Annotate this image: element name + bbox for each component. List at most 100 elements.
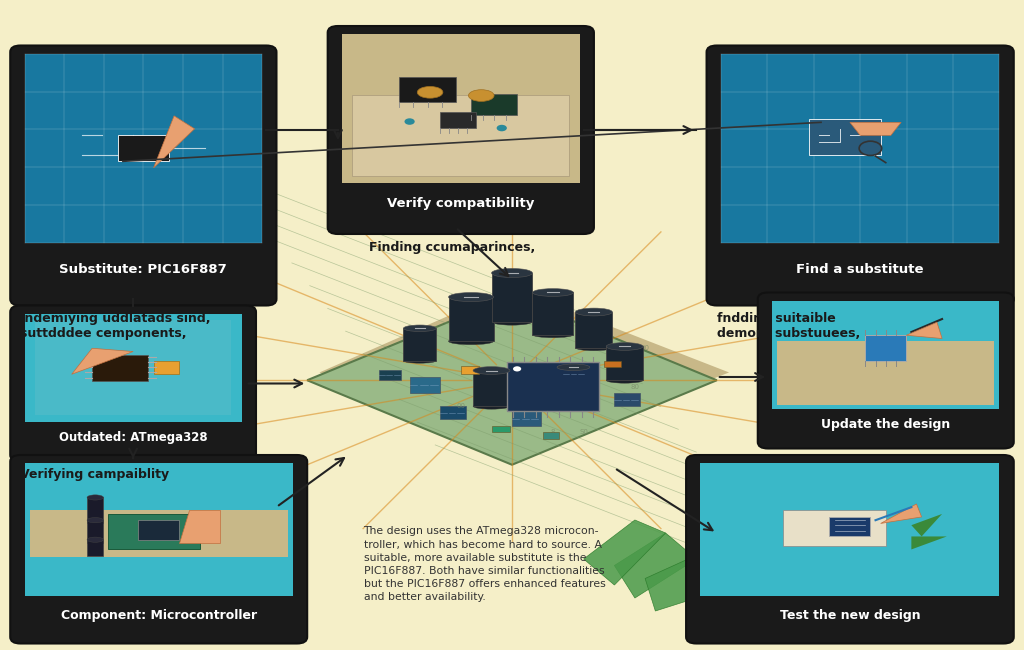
Bar [87, 540, 103, 556]
Bar [25, 463, 293, 597]
Text: Indemiying uddlatads sind,
suttdddee cemponents,: Indemiying uddlatads sind, suttdddee cem… [20, 312, 211, 340]
Bar [399, 77, 456, 102]
Bar [118, 135, 169, 161]
Ellipse shape [557, 397, 590, 402]
Text: Verifying campaiblity: Verifying campaiblity [20, 468, 170, 481]
Polygon shape [307, 296, 717, 465]
Bar [829, 517, 870, 536]
Ellipse shape [418, 86, 443, 98]
Ellipse shape [449, 292, 494, 302]
FancyBboxPatch shape [758, 292, 1014, 448]
Text: 30: 30 [600, 325, 608, 332]
Polygon shape [154, 116, 195, 168]
Polygon shape [179, 510, 220, 543]
Text: 8: 8 [551, 429, 555, 436]
Ellipse shape [492, 318, 532, 325]
Bar [25, 314, 242, 422]
Polygon shape [850, 122, 901, 135]
Bar [492, 273, 532, 322]
Bar [614, 393, 640, 406]
Polygon shape [319, 288, 729, 457]
Ellipse shape [403, 358, 436, 363]
FancyBboxPatch shape [686, 455, 1014, 644]
Bar [25, 54, 262, 242]
Bar [342, 34, 580, 183]
Bar [777, 341, 994, 406]
Bar [772, 301, 999, 409]
Polygon shape [911, 514, 942, 536]
Bar [342, 34, 580, 183]
Polygon shape [906, 322, 942, 339]
Text: Verify compatibility: Verify compatibility [387, 198, 535, 211]
Bar [25, 54, 262, 242]
Bar [492, 426, 510, 432]
Ellipse shape [513, 367, 521, 372]
Bar [25, 463, 293, 597]
FancyBboxPatch shape [707, 46, 1014, 306]
Text: fndding suitaible
demont substuuees,: fndding suitaible demont substuuees, [717, 312, 860, 340]
Bar [92, 355, 148, 381]
Bar [87, 497, 103, 523]
Ellipse shape [403, 325, 436, 332]
Polygon shape [911, 536, 947, 549]
Ellipse shape [497, 125, 507, 131]
Text: Update the design: Update the design [821, 418, 950, 431]
Ellipse shape [532, 332, 573, 338]
Ellipse shape [87, 495, 103, 500]
Bar [783, 510, 886, 546]
Bar [772, 301, 999, 409]
Polygon shape [881, 504, 922, 523]
Polygon shape [645, 546, 737, 611]
Bar [721, 54, 999, 242]
Ellipse shape [473, 367, 510, 374]
Bar [700, 463, 999, 597]
Ellipse shape [606, 343, 643, 350]
Bar [604, 361, 621, 367]
FancyBboxPatch shape [10, 46, 276, 306]
Text: Substitute: PIC16F887: Substitute: PIC16F887 [59, 263, 227, 276]
Bar [700, 463, 999, 597]
Ellipse shape [492, 268, 532, 278]
Text: Finding ccumaparinces,: Finding ccumaparinces, [369, 240, 535, 254]
Bar [532, 292, 573, 335]
Bar [557, 367, 590, 400]
Ellipse shape [575, 308, 612, 316]
Ellipse shape [449, 338, 494, 344]
Bar [449, 297, 494, 341]
Bar [25, 314, 242, 422]
Bar [440, 406, 466, 419]
Text: 00: 00 [641, 344, 649, 351]
Ellipse shape [87, 537, 103, 542]
Bar [440, 112, 476, 128]
Text: Test the new design: Test the new design [779, 609, 921, 622]
Ellipse shape [606, 377, 643, 384]
Bar [575, 312, 612, 348]
Ellipse shape [404, 118, 415, 125]
Bar [108, 514, 200, 549]
Text: The design uses the ATmega328 microcon-
troller, which has become hard to source: The design uses the ATmega328 microcon- … [364, 526, 605, 603]
Bar [606, 346, 643, 380]
Bar [138, 520, 179, 540]
Text: Find a substitute: Find a substitute [797, 263, 924, 276]
FancyBboxPatch shape [10, 455, 307, 644]
Polygon shape [584, 520, 666, 585]
Bar [512, 411, 541, 426]
Text: Component: Microcontroller: Component: Microcontroller [60, 609, 257, 622]
Text: 00: 00 [457, 403, 465, 410]
Bar [471, 94, 517, 115]
Bar [721, 54, 999, 242]
Ellipse shape [575, 344, 612, 351]
Polygon shape [72, 348, 133, 374]
Text: 00: 00 [508, 370, 516, 377]
Bar [473, 370, 510, 406]
Bar [35, 320, 231, 415]
Text: 80: 80 [631, 384, 639, 390]
Bar [809, 119, 881, 155]
Bar [379, 370, 401, 380]
Bar [543, 432, 559, 439]
Text: Outdated: ATmega328: Outdated: ATmega328 [58, 431, 208, 444]
Bar [461, 366, 479, 374]
Bar [352, 95, 569, 176]
Bar [410, 377, 440, 393]
Text: S0: S0 [580, 429, 588, 436]
